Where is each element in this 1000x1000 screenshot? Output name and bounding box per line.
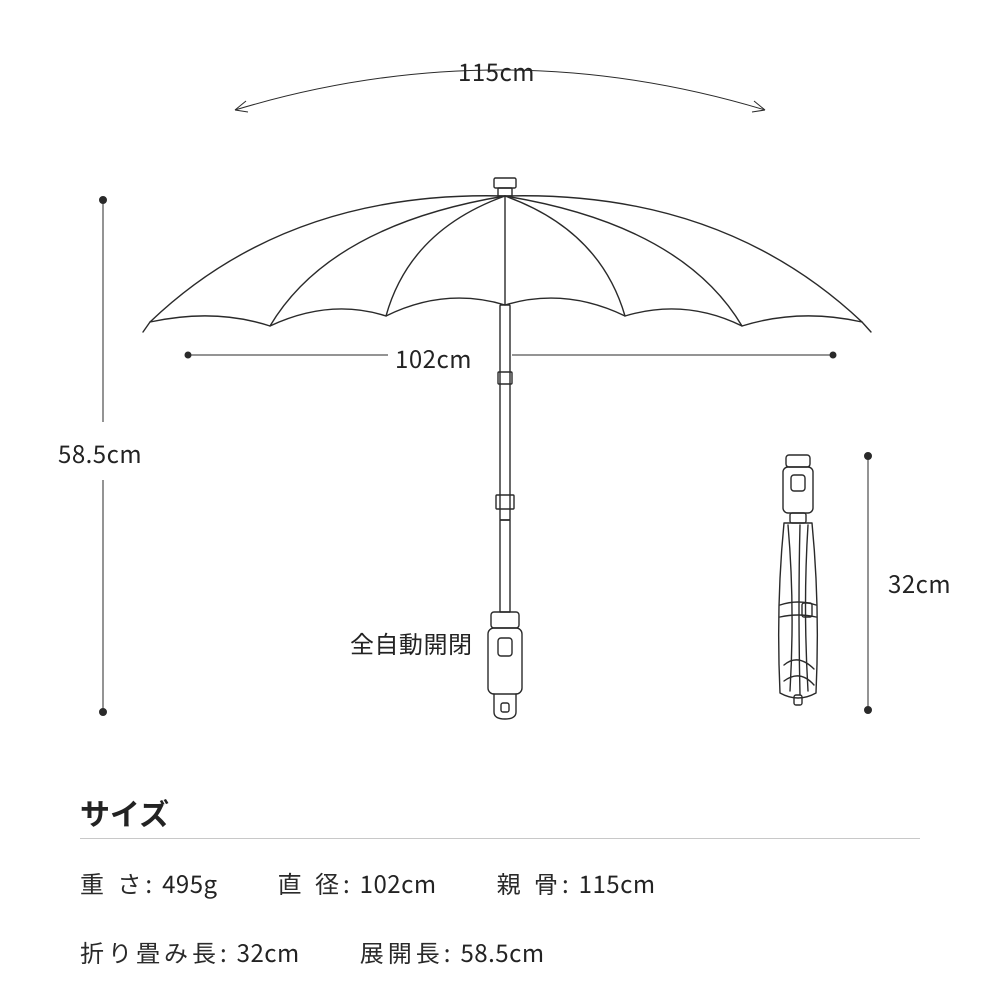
spec-value: 32cm: [237, 934, 300, 969]
handle-label: 全自動開閉: [350, 625, 473, 660]
specs-title: サイズ: [80, 790, 169, 834]
spec-value: 102cm: [360, 865, 437, 900]
spec-value: 58.5cm: [460, 934, 544, 969]
spec-label: 展開長:: [360, 934, 455, 969]
spec-open-length: 展開長: 58.5cm: [360, 934, 545, 969]
dim-height-label: 58.5cm: [58, 435, 142, 470]
spec-value: 115cm: [579, 865, 656, 900]
spec-label: 重 さ:: [80, 865, 156, 900]
umbrella-folded-diagram: [740, 455, 860, 715]
spec-weight: 重 さ: 495g: [80, 865, 218, 900]
spec-label: 親 骨:: [497, 865, 573, 900]
dim-canopy-width-label: 102cm: [395, 340, 472, 375]
spec-rib: 親 骨: 115cm: [497, 865, 656, 900]
spec-folded-length: 折り畳み長: 32cm: [80, 934, 300, 969]
spec-value: 495g: [162, 865, 218, 900]
spec-label: 折り畳み長:: [80, 934, 231, 969]
spec-label: 直 径:: [278, 865, 354, 900]
spec-diameter: 直 径: 102cm: [278, 865, 437, 900]
dim-folded-height-label: 32cm: [888, 565, 951, 600]
dim-folded-height-line: [862, 452, 882, 716]
dim-arc-span-label: 115cm: [458, 53, 535, 88]
specs-list: 重 さ: 495g 直 径: 102cm 親 骨: 115cm 折り畳み長: 3…: [80, 865, 920, 969]
specs-divider: [80, 838, 920, 839]
